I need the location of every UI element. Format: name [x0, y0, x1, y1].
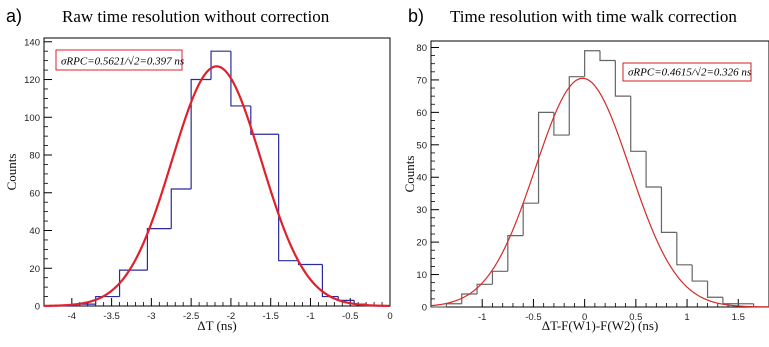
y-tick-label: 80 [416, 43, 427, 54]
y-tick-label: 70 [416, 75, 427, 86]
panel-a-title: Raw time resolution without correction [62, 7, 330, 26]
histogram-bin [210, 50, 231, 80]
x-tick-label: -1.5 [263, 311, 279, 322]
histogram-bin [614, 60, 631, 97]
histogram-bin [170, 188, 192, 229]
histogram-bin [118, 269, 148, 297]
x-tick-label: -4 [68, 311, 76, 322]
histogram-bin [491, 270, 508, 285]
y-tick-label: 120 [24, 75, 40, 86]
histogram-bin [297, 260, 323, 266]
x-tick-label: -2 [227, 311, 235, 322]
gaussian-fit-curve [43, 65, 391, 307]
panel-b-plot: 0 10 20 30 40 50 60 70 80 -1 -0.5 0 0.5 1 1.5 σRPC=0.46… [402, 40, 769, 333]
annotation-box [55, 49, 183, 71]
annotation-box [622, 62, 752, 82]
y-tick-label: 60 [29, 188, 40, 199]
y-tick-label: 140 [24, 37, 40, 48]
histogram-bin [537, 111, 554, 204]
histogram-bin [190, 78, 212, 189]
x-axis-label: ΔT-F(W1)-F(W2) (ns) [542, 318, 659, 333]
y-tick-label: 20 [29, 264, 40, 275]
panel-b-title: Time resolution with time walk correctio… [450, 7, 737, 26]
sigma-annotation: σRPC=0.4615/√2=0.326 ns [628, 67, 751, 79]
gaussian-fit-curve [430, 77, 769, 308]
histogram-bin [645, 151, 662, 188]
x-tick-label: -0.5 [342, 311, 358, 322]
histogram-bin [146, 228, 172, 271]
panel-b-label: b) [408, 6, 424, 26]
histogram-bin [553, 112, 570, 136]
x-tick-label: 1.5 [732, 312, 745, 323]
plot-frame [43, 37, 391, 307]
histogram-bin [321, 264, 339, 298]
histogram-bin [630, 96, 647, 152]
y-axis-label: Counts [402, 156, 417, 193]
x-tick-label: -3.5 [103, 311, 119, 322]
plot-frame [430, 40, 769, 308]
y-tick-label: 50 [416, 140, 427, 151]
histogram-bin [722, 297, 739, 305]
y-tick-label: 80 [29, 151, 40, 162]
histogram-bin [660, 186, 677, 233]
sigma-annotation: σRPC=0.5621/√2=0.397 ns [61, 56, 184, 68]
y-tick-label: 10 [416, 270, 427, 281]
histogram-bin [278, 134, 299, 262]
x-tick-label: -1 [306, 311, 314, 322]
panel-a-plot: 0 20 40 60 80 100 120 140 -4 -3.5 -3 -2.5 -2 -1.5 -1 -0… [4, 37, 393, 333]
histogram-bin [507, 235, 524, 272]
histogram-bin [706, 281, 723, 298]
y-tick-label: 100 [24, 113, 40, 124]
histogram-bin [250, 105, 279, 135]
histogram-bin [599, 50, 616, 62]
x-tick-label: 1 [684, 312, 689, 323]
histogram-bin [676, 232, 693, 266]
histogram-bin [461, 293, 478, 304]
y-tick-label: 40 [416, 173, 427, 184]
y-axis-label: Counts [4, 154, 19, 191]
y-tick-label: 60 [416, 108, 427, 119]
histogram-bin [568, 76, 585, 136]
x-tick-label: 0 [387, 311, 392, 322]
x-tick-label: 0.5 [629, 312, 642, 323]
x-tick-label: -2.5 [183, 311, 199, 322]
histogram-bin [522, 202, 539, 236]
histogram-bin [691, 264, 708, 282]
histogram-bin [584, 50, 600, 77]
panel-a-label: a) [6, 6, 22, 26]
histogram-bin [476, 283, 493, 295]
x-axis-label: ΔT (ns) [197, 318, 237, 333]
y-tick-label: 0 [422, 303, 427, 314]
x-tick-label: 0 [582, 312, 587, 323]
histogram-bin [95, 295, 120, 305]
x-tick-label: -1 [478, 312, 486, 323]
y-tick-label: 30 [416, 205, 427, 216]
y-tick-label: 0 [35, 302, 40, 313]
x-tick-label: -3 [147, 311, 155, 322]
y-tick-label: 40 [29, 226, 40, 237]
y-tick-label: 20 [416, 238, 427, 249]
x-tick-label: -0.5 [525, 312, 541, 323]
